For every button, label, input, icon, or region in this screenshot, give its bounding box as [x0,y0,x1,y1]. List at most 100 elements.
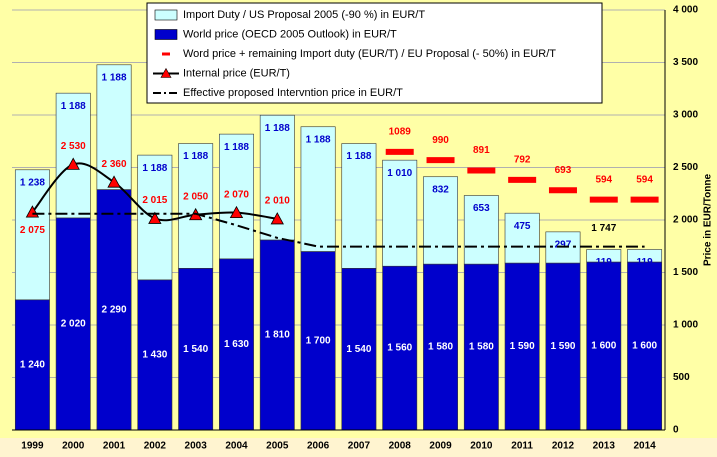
data-label: 1 630 [224,339,249,350]
legend-swatch [160,67,172,78]
x-tick-label: 2008 [389,441,412,452]
data-label: 2 075 [20,225,45,236]
data-label: 1 188 [224,142,249,153]
bar [219,133,254,260]
x-tick-label: 2004 [225,441,248,452]
data-label: 1 010 [387,168,412,179]
y-tick-label: 2 000 [673,215,698,226]
data-label: 2 070 [224,189,249,200]
x-tick-label: 2001 [103,441,126,452]
y-tick-label: 500 [673,372,690,383]
data-label: 1 590 [510,341,535,352]
x-tick-label: 2000 [62,441,85,452]
marker [66,157,80,170]
legend-box [146,2,603,104]
bar [341,143,377,269]
data-label: 990 [432,135,449,146]
footer-band [0,438,717,457]
data-label: 891 [473,145,490,156]
data-label: 1 747 [591,223,616,234]
data-label: 119 [596,257,613,268]
data-label: 2 290 [102,304,127,315]
x-tick-label: 2010 [470,441,493,452]
legend-swatch [154,29,178,40]
data-label: 1 238 [20,177,45,188]
bar [96,189,132,431]
data-label: 1 240 [20,360,45,371]
marker [148,211,162,224]
data-label: 2 015 [142,195,167,206]
x-tick-label: 2014 [633,441,656,452]
legend-label: Word price + remaining Import duty (EUR/… [183,48,556,60]
data-label: 2 360 [102,159,127,170]
data-label: 653 [473,203,490,214]
data-label: 1 560 [387,343,412,354]
data-label: 693 [555,165,572,176]
bar [55,92,91,219]
data-label: 1 590 [550,341,575,352]
bar [382,265,418,431]
data-label: 1 540 [346,344,371,355]
bar [504,262,540,431]
bar [14,169,50,301]
data-label: 1 188 [265,123,290,134]
bar [627,249,663,263]
bar [96,64,132,190]
y-tick-label: 1 000 [673,320,698,331]
x-tick-label: 2007 [348,441,371,452]
data-label: 1 188 [346,151,371,162]
x-tick-label: 2002 [144,441,167,452]
legend-label: Internal price (EUR/T) [183,67,290,79]
y-tick-label: 4 000 [673,5,698,16]
bar [423,176,458,265]
bar [219,258,254,431]
x-tick-label: 2012 [552,441,575,452]
bar [341,267,377,431]
legend-label: World price (OECD 2005 Outlook) in EUR/T [183,28,397,40]
legend-swatch [154,9,178,21]
x-tick-label: 2013 [593,441,616,452]
data-label: 1089 [389,126,412,137]
bar [300,126,336,252]
data-label: 594 [595,174,612,185]
data-label: 1 600 [591,341,616,352]
y-tick-label: 2 500 [673,162,698,173]
marker [270,212,284,225]
data-label: 594 [636,174,653,185]
bar [55,217,91,431]
bar [423,263,458,431]
data-label: 1 430 [142,350,167,361]
y-tick-label: 1 500 [673,267,698,278]
data-label: 119 [637,257,654,268]
y-tick-label: 0 [673,425,679,436]
bar [504,212,540,264]
data-label: 1 600 [632,341,657,352]
y-tick-label: 3 000 [673,110,698,121]
data-label: 297 [555,240,572,251]
data-label: 1 188 [102,72,127,83]
data-label: 792 [514,155,531,166]
bar [178,143,214,269]
bar [300,251,336,431]
data-label: 2 010 [265,196,290,207]
data-label: 832 [432,184,449,195]
data-label: 2 050 [183,191,208,202]
x-tick-label: 2006 [307,441,330,452]
data-label: 1 580 [469,342,494,353]
x-tick-label: 1999 [21,441,44,452]
marker [229,205,244,219]
bar [382,159,418,267]
data-label: 1 188 [61,101,86,112]
x-tick-label: 2009 [429,441,452,452]
data-label: 1 188 [183,151,208,162]
y-axis-title: Price in EUR/Tonne [703,174,714,266]
bar [463,195,499,265]
legend-label: Import Duty / US Proposal 2005 (-90 %) i… [183,9,425,21]
data-label: 1 188 [306,134,331,145]
marker [107,175,121,188]
y-tick-label: 3 500 [673,57,698,68]
data-label: 2 530 [61,141,86,152]
bar [586,249,622,263]
data-label: 2 020 [61,319,86,330]
